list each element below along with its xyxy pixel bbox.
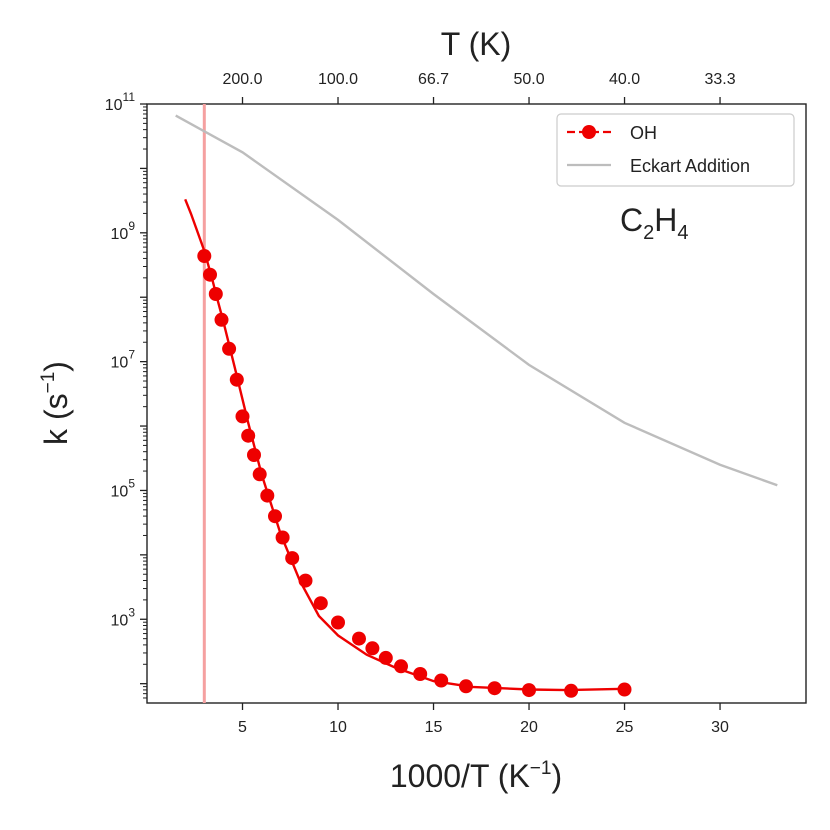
oh-data-point [252,467,267,482]
oh-data-point [208,287,223,301]
oh-data-point [229,372,244,387]
y-axis-title: k (s−1) [38,361,74,445]
legend: OH Eckart Addition [556,113,795,187]
top-tick-label: 66.7 [418,71,449,88]
x-tick-label: 20 [520,719,538,736]
oh-data-point [298,573,313,588]
x-tick-label: 10 [329,719,347,736]
oh-data-point [247,448,261,462]
top-tick-label: 100.0 [318,71,358,88]
oh-data-point [564,683,579,698]
oh-data-point [378,650,393,665]
oh-data-point [313,596,328,611]
x-tick-label: 15 [425,719,443,736]
eckart-curve [175,114,778,487]
y-tick-label: 103 [111,605,136,629]
oh-data-point [459,679,473,694]
legend-eckart-label: Eckart Addition [630,156,750,176]
molecule-h-sub: 4 [677,222,688,244]
top-tick-label: 50.0 [513,71,544,88]
eckart-series [175,114,778,487]
oh-data-point [260,488,275,503]
molecule-annotation: C2H4 [620,202,688,244]
oh-data-point [413,667,428,681]
oh-data-point [434,673,449,688]
legend-oh-marker [582,125,596,139]
oh-data-point [241,428,256,443]
top-tick-label: 200.0 [222,71,262,88]
y-tick-label: 107 [111,348,136,372]
oh-data-point [285,551,300,566]
y-tick-label: 109 [111,219,136,243]
top-axis-ticks: 200.0 100.0 66.7 50.0 40.0 33.3 [222,71,736,104]
molecule-h: H [654,202,677,238]
oh-data-point [222,341,237,356]
oh-data-point [365,641,380,656]
y-tick-label: 1011 [105,90,136,114]
oh-series [184,198,632,698]
y-axis-title-sup: −1 [38,372,59,394]
oh-data-point [352,631,366,646]
oh-data-point [275,530,290,545]
oh-data-point [268,509,282,524]
oh-data-point [394,659,408,674]
y-axis-title-main: k (s [38,393,74,445]
oh-data-point [522,683,536,698]
y-axis-title-close: ) [38,361,74,372]
x-tick-label: 30 [711,719,729,736]
x-axis-ticks: 5 10 15 20 25 30 [238,703,729,736]
x-tick-label: 25 [616,719,634,736]
oh-data-point [235,409,250,424]
top-tick-label: 40.0 [609,71,640,88]
oh-data-point [487,681,502,696]
molecule-c: C [620,202,643,238]
oh-data-point [617,682,632,697]
x-axis-title-main: 1000/T (K [390,758,530,794]
top-axis-title: T (K) [441,26,512,62]
top-tick-label: 33.3 [704,71,735,88]
molecule-c-sub: 2 [643,222,654,244]
legend-oh-label: OH [630,123,657,143]
y-axis-ticks: 103 105 107 109 1011 [105,90,147,699]
plot-frame [146,103,807,704]
x-axis-title-sup: −1 [530,758,552,779]
x-axis-title: 1000/T (K−1) [390,758,562,794]
oh-data-point [331,615,345,630]
x-tick-label: 5 [238,719,247,736]
x-axis-title-close: ) [551,758,562,794]
y-tick-label: 105 [111,476,136,500]
oh-data-point [214,312,229,327]
legend-frame [556,113,795,187]
oh-data-point [203,267,217,282]
oh-data-point [197,249,212,263]
